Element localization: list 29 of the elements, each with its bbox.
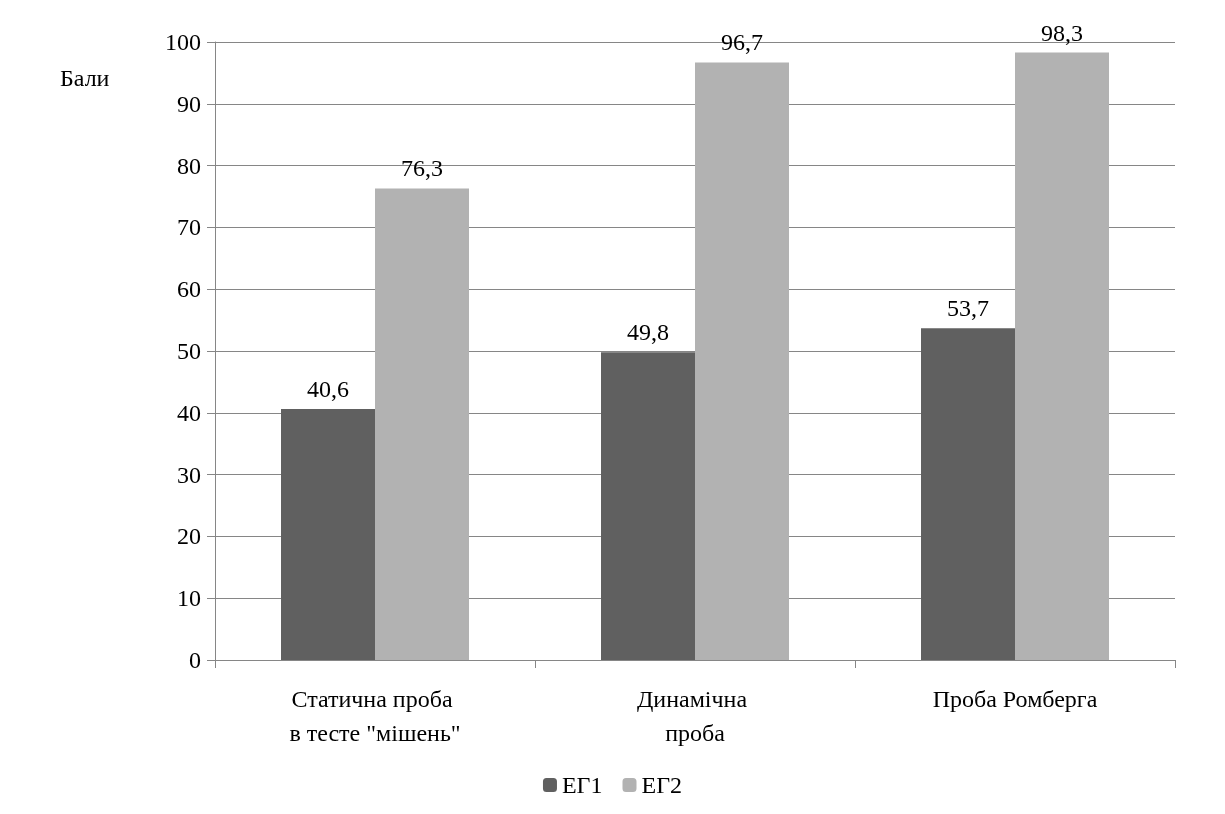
y-tick-label: 70 (177, 214, 201, 241)
y-tick-label: 20 (177, 523, 201, 550)
y-tick-label: 40 (177, 399, 201, 426)
data-label: 40,6 (307, 376, 349, 403)
data-label: 96,7 (721, 29, 763, 56)
legend-label: ЕГ2 (641, 772, 683, 798)
legend-label: ЕГ1 (561, 772, 603, 798)
data-label: 98,3 (1041, 19, 1083, 46)
y-tick-label: 10 (177, 585, 201, 612)
y-tick-label: 50 (177, 338, 201, 364)
data-label: 76,3 (401, 155, 443, 182)
y-axis-title: Бали (60, 65, 110, 91)
bar (281, 409, 375, 660)
bar (695, 62, 789, 660)
x-tick-label: Статична проба в тесте "мішень" (289, 686, 461, 746)
y-tick-label: 30 (177, 461, 201, 488)
data-label: 53,7 (947, 295, 989, 322)
y-tick-label: 0 (189, 647, 201, 673)
x-tick-label: Динамічна проба (636, 686, 754, 746)
bar (375, 188, 469, 660)
y-tick-label: 60 (177, 276, 201, 303)
bar (601, 352, 695, 660)
bar (921, 328, 1015, 660)
x-tick-label: Проба Ромберга (932, 686, 1098, 712)
y-tick-label: 80 (177, 152, 201, 179)
bar (1015, 52, 1109, 660)
y-tick-label: 90 (177, 90, 201, 117)
y-tick-label: 100 (165, 29, 201, 55)
data-label: 49,8 (627, 319, 669, 346)
